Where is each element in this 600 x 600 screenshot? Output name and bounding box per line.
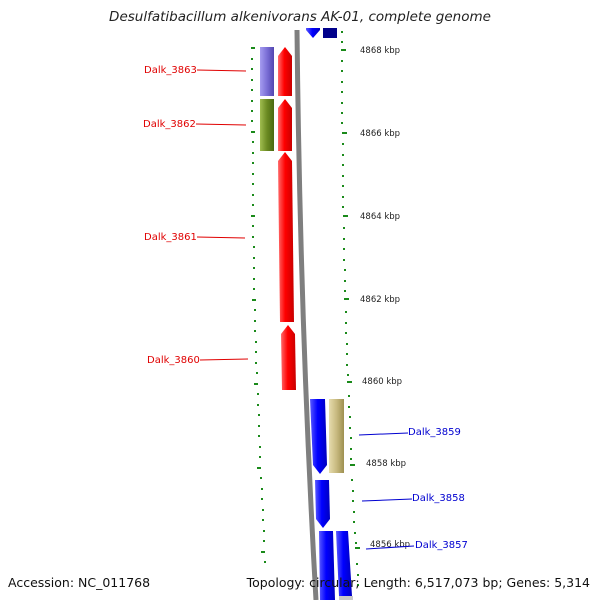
gene-label-dalk-3863[interactable]: Dalk_3863 xyxy=(144,65,197,76)
scale-label-4866: 4866 kbp xyxy=(360,129,400,139)
left-tick-row xyxy=(251,47,266,563)
label-leader-line xyxy=(196,69,247,72)
cog-feature-box xyxy=(339,596,353,600)
scale-label-4860: 4860 kbp xyxy=(362,377,402,387)
label-leader-line xyxy=(361,498,413,502)
gene-arrow-dalk-3861[interactable] xyxy=(278,152,294,322)
label-leader-line xyxy=(195,123,247,126)
gene-arrow-dalk-3863[interactable] xyxy=(278,47,292,96)
accession-text: Accession: NC_011768 xyxy=(8,575,151,590)
label-leader-line xyxy=(365,545,415,550)
label-leader-line xyxy=(196,236,246,239)
gene-arrow-dalk-3859[interactable] xyxy=(310,399,327,474)
scale-label-4862: 4862 kbp xyxy=(360,295,400,305)
label-leader-line xyxy=(358,432,409,436)
gene-arrow-dalk-3860[interactable] xyxy=(281,325,296,390)
gene-label-dalk-3862[interactable]: Dalk_3862 xyxy=(143,119,196,130)
scale-label-4864: 4864 kbp xyxy=(360,212,400,222)
gene-label-dalk-3858[interactable]: Dalk_3858 xyxy=(412,493,465,504)
gene-label-dalk-3857[interactable]: Dalk_3857 xyxy=(415,540,468,551)
cog-feature-box xyxy=(260,47,274,96)
gene-arrow-top-fragment xyxy=(306,28,320,38)
cog-feature-box-top xyxy=(323,28,337,38)
gene-arrow-dalk-3857-right xyxy=(336,531,352,596)
cog-feature-box xyxy=(329,399,344,473)
scale-label-4856: 4856 kbp xyxy=(370,540,410,550)
gene-label-dalk-3859[interactable]: Dalk_3859 xyxy=(408,427,461,438)
cog-feature-box xyxy=(260,99,274,151)
genome-summary-text: Topology: circular; Length: 6,517,073 bp… xyxy=(246,575,590,590)
gene-arrow-dalk-3862[interactable] xyxy=(278,99,292,151)
right-tick-row xyxy=(341,31,360,586)
genome-title: Desulfatibacillum alkenivorans AK-01, co… xyxy=(109,9,491,25)
genome-backbone xyxy=(294,29,319,600)
gene-arrow-dalk-3858[interactable] xyxy=(315,480,330,528)
gene-arrow-dalk-3857[interactable] xyxy=(319,531,335,600)
scale-label-4868: 4868 kbp xyxy=(360,46,400,56)
gene-label-dalk-3861[interactable]: Dalk_3861 xyxy=(144,232,197,243)
scale-label-4858: 4858 kbp xyxy=(366,459,406,469)
label-leader-line xyxy=(199,358,249,361)
gene-label-dalk-3860[interactable]: Dalk_3860 xyxy=(147,355,200,366)
